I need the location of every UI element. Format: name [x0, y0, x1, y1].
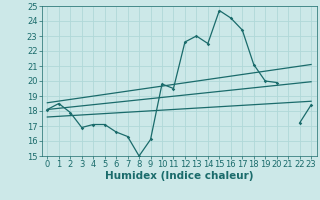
X-axis label: Humidex (Indice chaleur): Humidex (Indice chaleur)	[105, 171, 253, 181]
